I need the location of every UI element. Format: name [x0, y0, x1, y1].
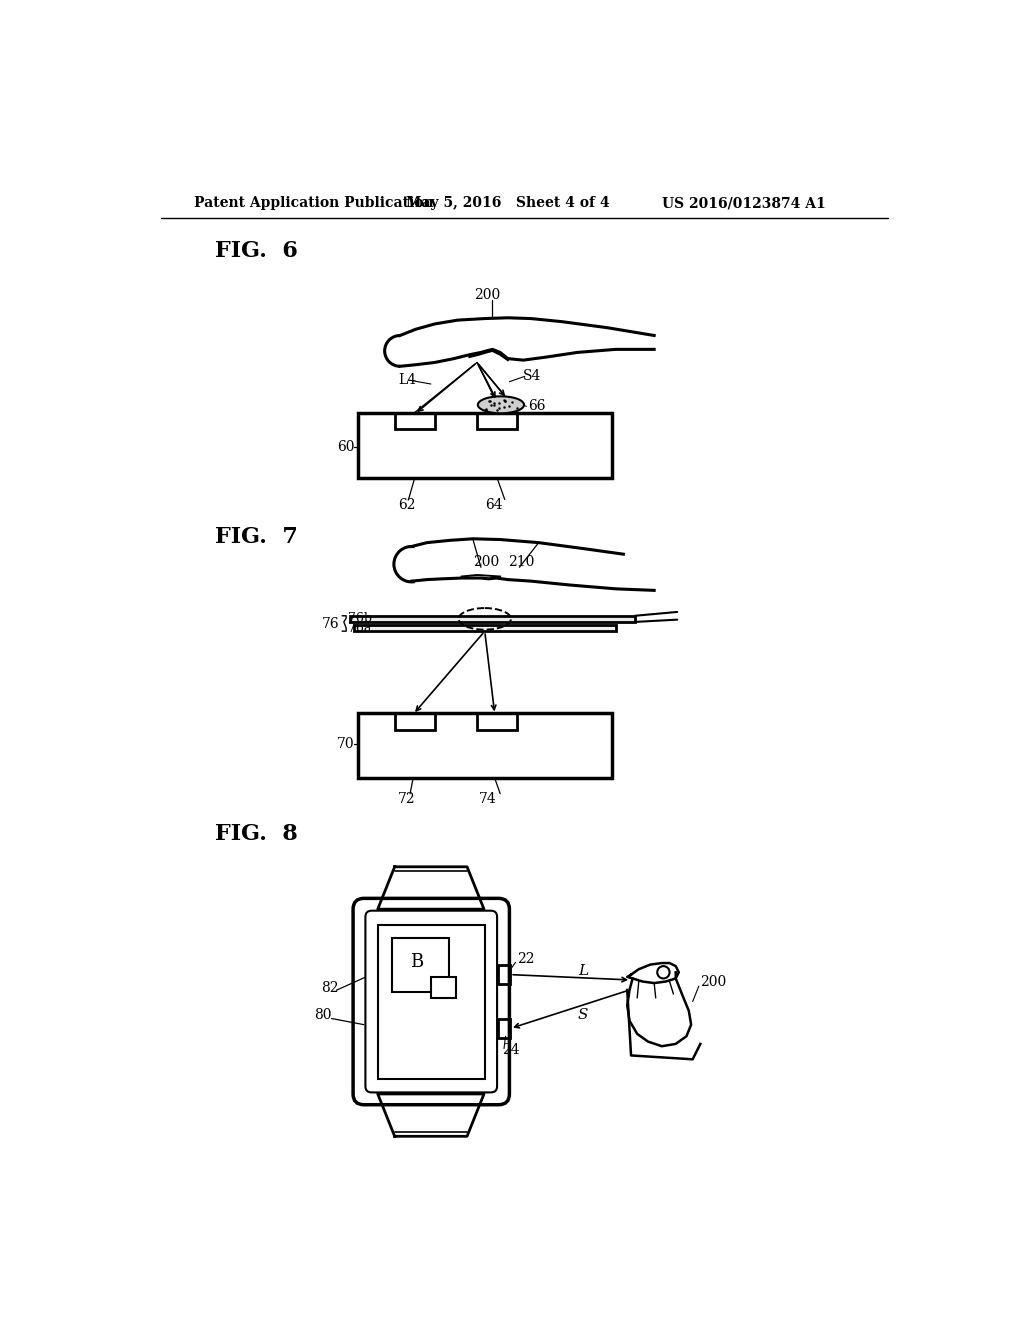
Text: 22: 22	[517, 952, 535, 966]
Text: L: L	[579, 964, 589, 978]
Text: 72: 72	[397, 792, 416, 807]
Text: 60: 60	[337, 440, 354, 454]
Bar	[350, 615, 635, 622]
Text: 200: 200	[700, 975, 727, 989]
Text: 70: 70	[337, 737, 354, 751]
Text: 76: 76	[322, 618, 339, 631]
Text: 210: 210	[508, 554, 535, 569]
Bar	[498, 965, 510, 983]
Text: FIG.  8: FIG. 8	[215, 824, 298, 846]
Text: 64: 64	[484, 498, 503, 512]
Bar	[354, 626, 615, 631]
Bar	[378, 924, 484, 1078]
Polygon shape	[378, 867, 484, 909]
Text: 24: 24	[502, 1043, 519, 1057]
Bar	[394, 713, 435, 730]
Text: 74: 74	[479, 792, 497, 807]
Bar	[357, 713, 611, 779]
FancyBboxPatch shape	[366, 911, 497, 1093]
Bar	[391, 939, 450, 993]
Text: 200: 200	[473, 554, 500, 569]
Bar	[357, 412, 611, 478]
FancyBboxPatch shape	[353, 899, 509, 1105]
Text: May 5, 2016   Sheet 4 of 4: May 5, 2016 Sheet 4 of 4	[407, 197, 610, 210]
Bar	[477, 713, 517, 730]
Text: 200: 200	[474, 288, 500, 302]
Text: 62: 62	[398, 498, 416, 512]
Polygon shape	[378, 1094, 484, 1137]
Text: FIG.  7: FIG. 7	[215, 527, 298, 548]
Bar	[498, 1019, 510, 1038]
Bar	[431, 977, 456, 998]
Text: A: A	[438, 981, 447, 994]
Text: L4: L4	[398, 374, 417, 387]
Bar	[394, 412, 435, 429]
Text: US 2016/0123874 A1: US 2016/0123874 A1	[662, 197, 825, 210]
Bar	[477, 412, 517, 429]
Text: S: S	[578, 1008, 588, 1023]
Text: 66: 66	[528, 400, 546, 413]
Text: Patent Application Publication: Patent Application Publication	[194, 197, 433, 210]
Ellipse shape	[478, 396, 524, 413]
Text: 82: 82	[322, 981, 339, 995]
Text: B: B	[410, 953, 423, 970]
Text: FIG.  6: FIG. 6	[215, 240, 298, 261]
Text: S4: S4	[523, 370, 542, 383]
Text: 76a: 76a	[348, 622, 372, 635]
Text: 80: 80	[313, 1008, 332, 1023]
Text: 76b: 76b	[348, 612, 373, 626]
